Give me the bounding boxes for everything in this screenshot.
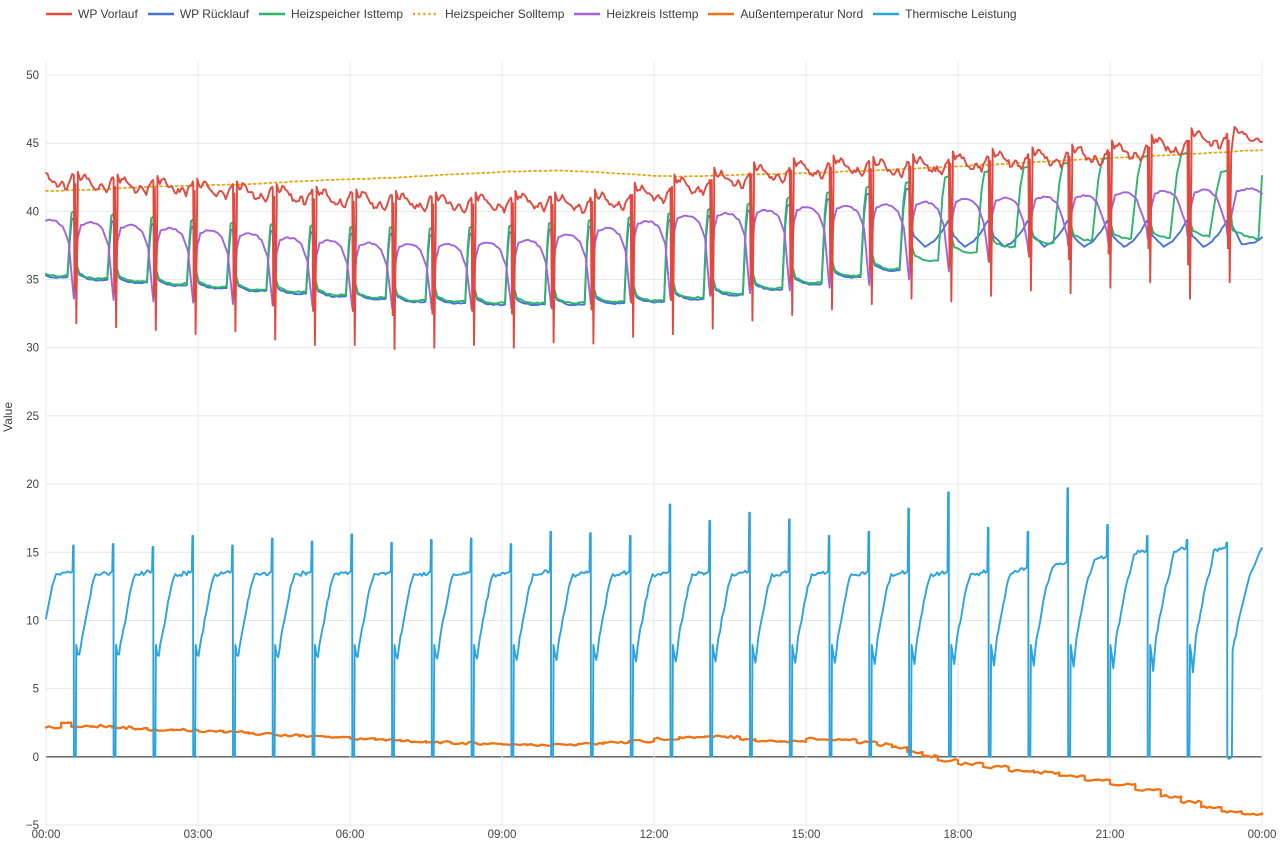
x-tick-label: 09:00	[488, 829, 517, 841]
legend: WP Vorlauf WP Rücklauf Heizspeicher Isttem…	[46, 7, 1017, 21]
y-tick-label: 0	[33, 752, 39, 764]
plot-area[interactable]	[46, 59, 1262, 825]
legend-label: Heizspeicher Solltemp	[445, 7, 565, 21]
legend-swatch-thermische-leistung-line-icon	[873, 12, 900, 16]
legend-swatch-wp-vorlauf-line-icon	[46, 12, 72, 16]
series-wp-vorlauf-line	[45, 125, 1263, 351]
legend-item-wp-rücklauf[interactable]: WP Rücklauf	[147, 7, 249, 21]
y-tick-label: 45	[26, 138, 39, 150]
y-tick-label: 5	[33, 684, 39, 696]
legend-label: Heizspeicher Isttemp	[290, 7, 403, 21]
x-tick-label: 03:00	[184, 829, 213, 841]
legend-label: Heizkreis Isttemp	[606, 7, 699, 21]
x-tick-label: 12:00	[640, 829, 669, 841]
series-außentemperatur-nord-line	[44, 721, 1264, 816]
legend-item-thermische-leistung[interactable]: Thermische Leistung	[873, 7, 1017, 21]
y-tick-label: 25	[26, 411, 39, 423]
legend-swatch-heizkreis-isttemp-line-icon	[574, 12, 601, 16]
y-axis-title: Value	[1, 402, 15, 432]
x-tick-label: 00:00	[1248, 829, 1277, 841]
x-tick-label: 00:00	[32, 829, 61, 841]
x-tick-label: 18:00	[944, 829, 973, 841]
legend-label: Außentemperatur Nord	[740, 7, 864, 21]
x-axis-ticks: 00:00 03:00 06:00 09:00 12:00 15:00 18:00 21:00…	[32, 829, 1277, 841]
y-tick-label: 30	[26, 343, 39, 355]
series-thermische-leistung-line	[45, 487, 1263, 760]
legend-swatch-heizspeicher-isttemp-line-icon	[258, 12, 285, 16]
y-tick-label: −5	[26, 820, 39, 832]
y-tick-label: 35	[26, 275, 39, 287]
legend-swatch-außentemperatur-nord-line-icon	[708, 12, 735, 16]
y-tick-label: 20	[26, 479, 39, 491]
legend-label: WP Rücklauf	[179, 7, 249, 21]
legend-swatch-wp-rücklauf-line-icon	[147, 12, 174, 16]
legend-item-heizspeicher-isttemp[interactable]: Heizspeicher Isttemp	[258, 7, 403, 21]
legend-item-heizspeicher-solltemp[interactable]: Heizspeicher Solltemp	[413, 7, 564, 21]
legend-label: Thermische Leistung	[905, 7, 1017, 21]
series-layer	[44, 125, 1264, 816]
grid	[45, 61, 1263, 826]
y-tick-label: 10	[26, 616, 39, 628]
series-heizkreis-isttemp-line	[45, 187, 1263, 311]
legend-item-wp-vorlauf[interactable]: WP Vorlauf	[46, 7, 138, 21]
legend-label: WP Vorlauf	[78, 7, 138, 21]
x-tick-label: 06:00	[336, 829, 365, 841]
legend-item-heizkreis-isttemp[interactable]: Heizkreis Isttemp	[574, 7, 698, 21]
y-tick-label: 40	[26, 206, 39, 218]
y-tick-label: 50	[26, 70, 39, 82]
y-tick-label: 15	[26, 547, 39, 559]
legend-swatch-heizspeicher-solltemp-line-icon	[413, 12, 439, 16]
x-tick-label: 21:00	[1096, 829, 1125, 841]
x-tick-label: 15:00	[792, 829, 821, 841]
legend-item-außentemperatur-nord[interactable]: Außentemperatur Nord	[708, 7, 863, 21]
